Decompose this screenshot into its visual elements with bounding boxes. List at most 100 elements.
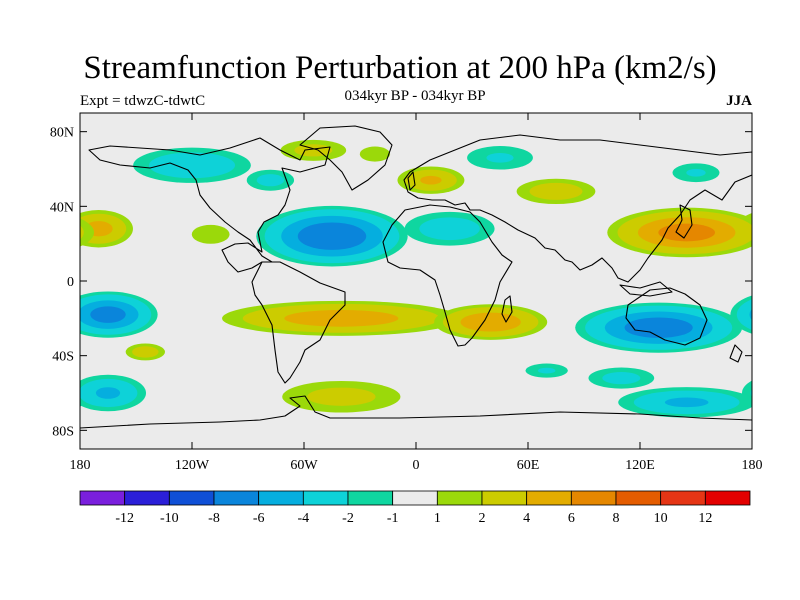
anomaly-cell	[125, 343, 166, 361]
contour-band	[486, 152, 514, 163]
colorbar-label: 8	[613, 511, 620, 526]
contour-band	[148, 152, 236, 179]
anomaly-fields	[0, 139, 792, 418]
anomaly-cell	[359, 146, 391, 162]
anomaly-cell	[246, 169, 295, 191]
colorbar-swatch	[526, 490, 572, 506]
colorbar-swatch	[124, 490, 170, 506]
contour-band	[664, 397, 709, 408]
contour-band	[90, 306, 126, 323]
anomaly-cell	[434, 304, 548, 340]
contour-band	[529, 182, 583, 200]
coastline-indonesia	[619, 281, 673, 297]
colorbar-swatch	[302, 490, 349, 506]
contour-band	[307, 387, 376, 406]
y-tick-label: 40N	[50, 200, 74, 215]
coastline-madagascar	[501, 295, 513, 323]
colorbar-label: 1	[434, 511, 441, 526]
x-tick-label: 180	[742, 458, 763, 473]
anomaly-cell	[404, 211, 495, 246]
x-tick-label: 120W	[175, 458, 210, 473]
y-tick-label: 80N	[50, 126, 74, 141]
y-tick-label: 40S	[52, 350, 74, 365]
contour-band	[419, 217, 480, 241]
contour-band	[749, 308, 752, 321]
x-tick-label: 120E	[625, 458, 655, 473]
colorbar-label: 2	[479, 511, 486, 526]
colorbar-label: 10	[654, 511, 668, 526]
coastline-south-america	[251, 261, 346, 384]
coastline-eurasia	[403, 134, 752, 283]
contour-band	[0, 224, 43, 242]
colorbar-swatch	[168, 490, 215, 506]
coastline-japan	[675, 204, 693, 239]
colorbar-label: 12	[698, 511, 712, 526]
contour-band	[768, 387, 792, 399]
anomaly-cell	[467, 146, 533, 170]
anomaly-cell	[256, 205, 408, 267]
contour-band	[95, 387, 121, 399]
contour-band	[80, 225, 84, 240]
colorbar-swatch	[436, 490, 483, 506]
x-tick-label: 60E	[517, 458, 540, 473]
anomaly-cell	[191, 224, 230, 244]
coastline-north-america	[88, 137, 331, 273]
contour-band	[256, 174, 285, 187]
contour-band	[80, 218, 95, 247]
anomaly-cell	[80, 291, 752, 338]
contour-band	[284, 309, 399, 327]
contour-band	[359, 146, 391, 162]
coastline-uk	[407, 171, 416, 191]
coastline-greenland	[299, 125, 393, 191]
y-tick-label: 80S	[52, 424, 74, 439]
anomaly-cell	[222, 300, 461, 336]
contour-band	[132, 346, 159, 358]
colorbar-swatch	[79, 490, 126, 506]
colorbar-swatch	[258, 490, 304, 506]
colorbar-label: -4	[297, 511, 309, 526]
colorbar-swatch	[615, 490, 662, 506]
colorbar-swatch	[704, 490, 751, 506]
y-tick-label: 0	[67, 275, 74, 290]
colorbar-label: 4	[523, 511, 530, 526]
season-label: JJA	[726, 93, 752, 109]
colorbar-label: -12	[115, 511, 134, 526]
contour-band	[0, 391, 68, 415]
contour-band	[658, 223, 716, 242]
contour-band	[686, 168, 706, 177]
coastlines	[80, 125, 752, 429]
colorbar: -12 -10 -8 -6 -4 -2 -1 1 2 4 6 8 10 12	[79, 490, 751, 526]
chart-title: Streamfunction Perturbation at 200 hPa (…	[83, 50, 717, 86]
contour-band	[297, 222, 367, 250]
contour-band	[0, 217, 63, 247]
colorbar-swatch	[213, 490, 260, 506]
chart-subtitle: 034kyr BP - 034kyr BP	[344, 88, 486, 104]
contour-band	[624, 317, 693, 338]
coastline-australia	[625, 287, 708, 346]
x-tick-label: 180	[70, 458, 91, 473]
contour-band	[294, 144, 333, 157]
contour-band	[602, 371, 641, 385]
coastline-antarctica	[80, 395, 752, 429]
anomaly-cell	[672, 163, 720, 183]
anomaly-cell	[133, 147, 251, 183]
contour-band	[750, 388, 752, 398]
contour-band	[420, 175, 442, 185]
anomaly-cell	[397, 166, 465, 194]
colorbar-label: -8	[208, 511, 220, 526]
anomaly-cell	[282, 380, 401, 413]
contour-band	[736, 299, 752, 330]
colorbar-swatch	[392, 490, 438, 506]
experiment-label: Expt = tdwzC-tdwtC	[80, 93, 206, 109]
contour-band	[191, 224, 230, 244]
colorbar-label: -6	[253, 511, 265, 526]
anomaly-cell	[575, 302, 743, 353]
contour-band	[757, 221, 785, 236]
contour-band	[537, 367, 556, 374]
x-axis: 180 120W 60W 0 60E 120E 180	[70, 113, 763, 473]
anomaly-cell	[0, 387, 752, 418]
x-tick-label: 0	[413, 458, 420, 473]
colorbar-label: -1	[387, 511, 399, 526]
coastline-africa	[382, 204, 513, 347]
